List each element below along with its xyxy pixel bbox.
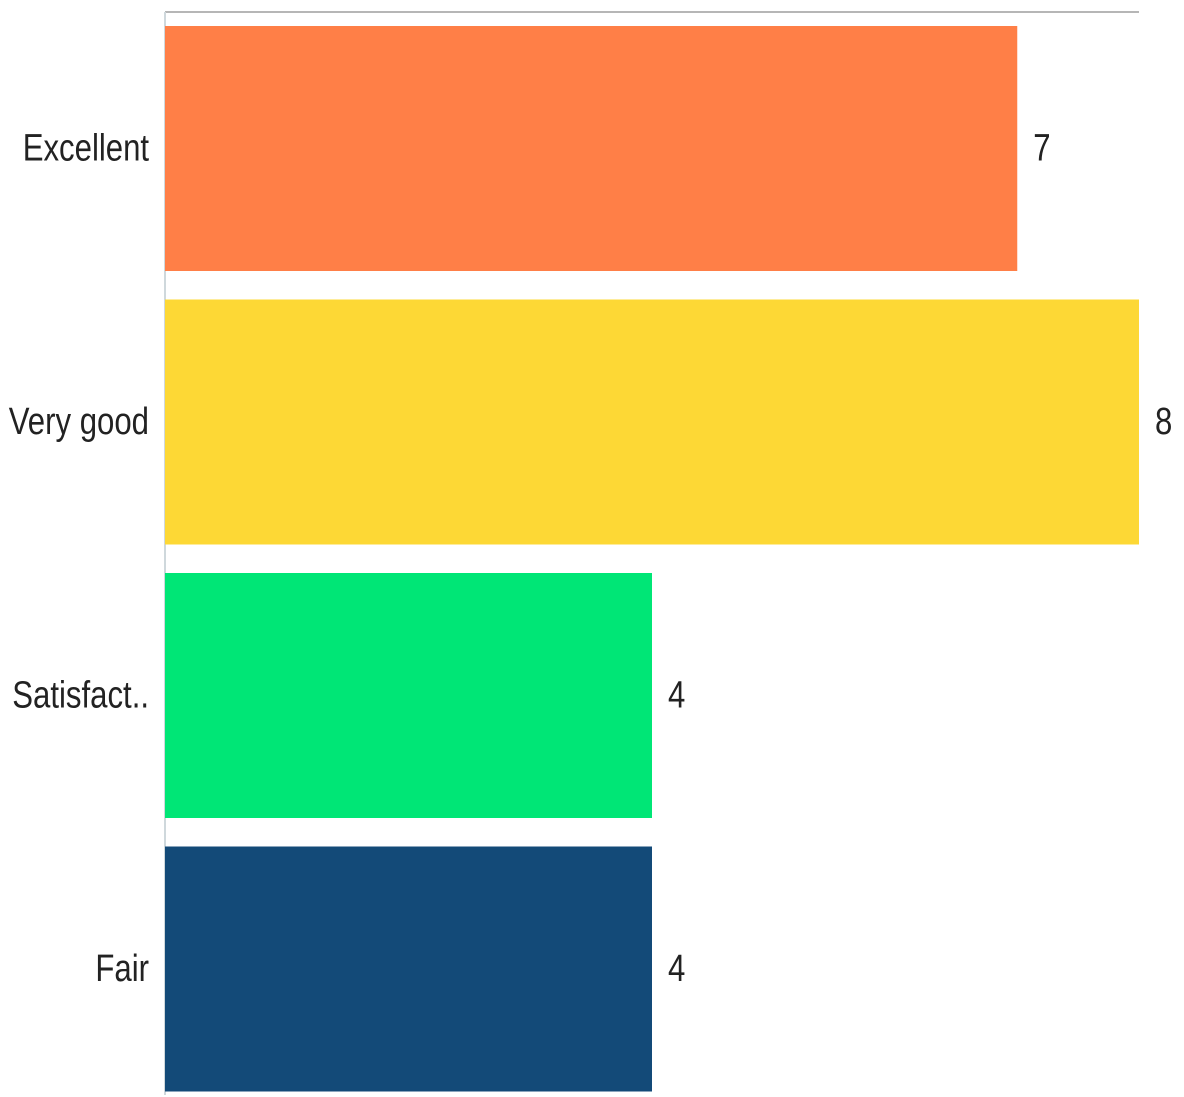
category-label-excellent: Excellent (23, 128, 150, 170)
value-label-satisfact: 4 (668, 675, 685, 717)
category-label-satisfact: Satisfact.. (12, 675, 149, 717)
value-label-excellent: 7 (1033, 128, 1050, 170)
bars-group (165, 26, 1139, 1092)
bar-excellent (165, 26, 1018, 271)
category-label-very-good: Very good (9, 401, 149, 443)
value-label-fair: 4 (668, 948, 685, 990)
category-labels-group: Excellent Very good Satisfact.. Fair (9, 128, 150, 990)
bar-very-good (165, 299, 1139, 545)
value-label-very-good: 8 (1155, 401, 1172, 443)
category-label-fair: Fair (95, 948, 149, 990)
bar-satisfact (165, 573, 652, 818)
value-labels-group: 7 8 4 4 (668, 128, 1172, 990)
bar-fair (165, 846, 652, 1092)
